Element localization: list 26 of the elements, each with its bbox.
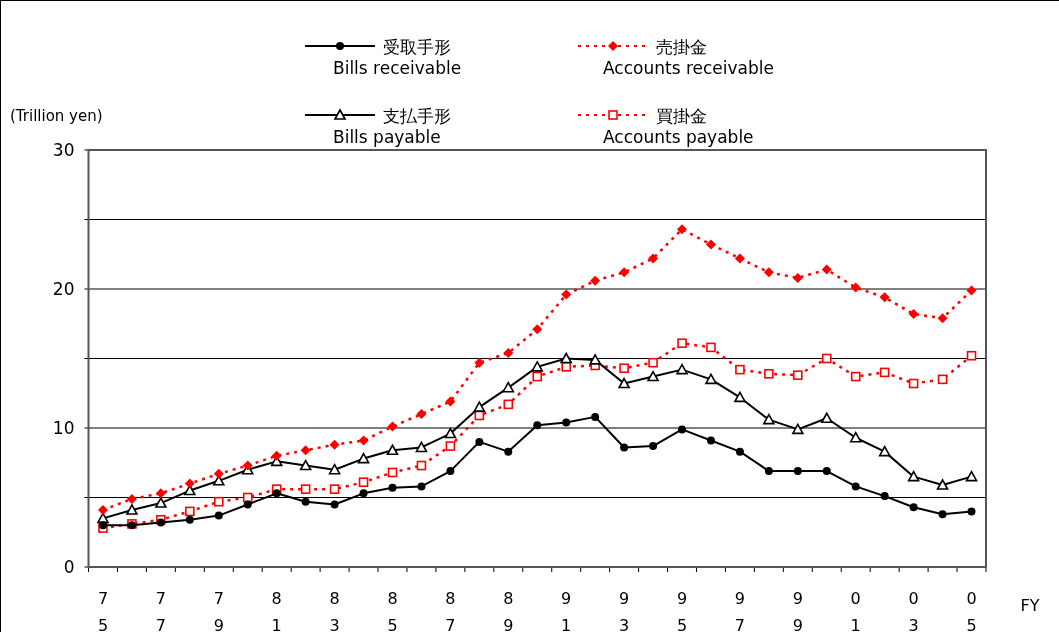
x-tick-label: 87	[445, 589, 456, 632]
y-tick-label: 0	[63, 557, 75, 577]
x-tick-label: 99	[792, 589, 803, 632]
legend-label: 支払手形 Bills payable	[333, 106, 451, 147]
x-tick-label: 85	[387, 589, 398, 632]
x-tick-label: 83	[329, 589, 340, 632]
legend-label: 売掛金 Accounts receivable	[603, 37, 774, 78]
x-tick-label: 75	[97, 589, 109, 632]
y-tick-label: 20	[52, 279, 75, 299]
x-tick-label: 95	[676, 589, 688, 632]
x-tick-label: 77	[155, 589, 166, 632]
legend-label: 受取手形 Bills receivable	[333, 37, 462, 78]
x-tick-label: 91	[561, 589, 572, 632]
x-tick-label: 03	[908, 589, 919, 632]
legend-label: 買掛金 Accounts payable	[603, 106, 754, 147]
x-tick-label: 89	[503, 589, 514, 632]
x-tick-label: 79	[213, 589, 224, 632]
y-tick-label: 10	[52, 418, 75, 438]
x-tick-label: 81	[271, 589, 282, 632]
x-tick-label: 05	[966, 589, 977, 632]
y-axis-title: (Trillion yen)	[10, 107, 103, 125]
y-tick-label: 30	[52, 140, 75, 160]
x-axis-title: FY	[1020, 596, 1040, 615]
x-tick-label: 93	[619, 589, 630, 632]
x-tick-label: 97	[734, 589, 746, 632]
x-tick-label: 01	[850, 589, 861, 632]
